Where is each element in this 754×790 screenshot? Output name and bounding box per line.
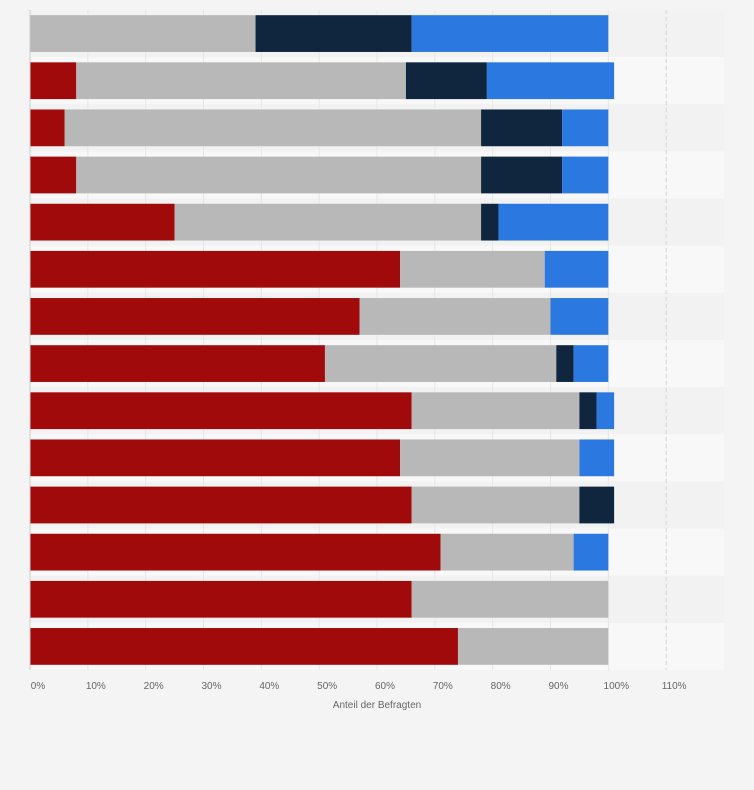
bar-segment (579, 392, 597, 430)
bar-segment (481, 203, 499, 241)
bar-segment (174, 203, 482, 241)
bar-segment (550, 298, 609, 335)
bar-segment (486, 62, 615, 100)
bar-segment (30, 250, 401, 288)
bar-segment (596, 392, 615, 430)
bar-segment (76, 156, 482, 194)
bar-segment (440, 533, 574, 571)
bar-segment (481, 109, 563, 147)
x-tick-label: 90% (548, 681, 568, 692)
bar-segment (411, 392, 580, 430)
bar-segment (30, 533, 441, 571)
x-tick-label: 60% (375, 681, 395, 692)
bar-segment (411, 580, 609, 618)
bar-segment (411, 486, 580, 524)
bar-segment (30, 392, 412, 430)
bar-segment (30, 156, 77, 194)
bar-segment (457, 628, 609, 665)
x-tick-label: 40% (259, 681, 279, 692)
bar-segment (573, 345, 609, 382)
bar-segment (30, 62, 77, 100)
bar-segment (30, 580, 412, 618)
x-tick-label: 20% (144, 681, 164, 692)
x-tick-label: 50% (317, 681, 337, 692)
bar-segment (255, 15, 412, 52)
bar-segment (400, 439, 580, 477)
bar-segment (30, 15, 256, 52)
bar-segment (76, 62, 406, 100)
bar-segment (30, 298, 360, 335)
bar-segment (30, 345, 325, 382)
x-tick-label: 100% (604, 681, 630, 692)
bar-segment (579, 439, 615, 477)
bar-segment (405, 62, 487, 100)
x-axis-title: Anteil der Befragten (333, 700, 421, 711)
bar-segment (481, 156, 563, 194)
bar-segment (324, 345, 557, 382)
bar-segment (359, 298, 551, 335)
bar-segment (30, 486, 412, 524)
x-tick-label: 110% (662, 681, 687, 692)
bar-segment (556, 345, 574, 382)
bar-segment (30, 439, 401, 477)
bars (30, 15, 615, 665)
x-tick-label: 80% (491, 681, 511, 692)
bar-segment (30, 628, 458, 665)
bar-segment (30, 203, 175, 241)
x-tick-label: 70% (433, 681, 453, 692)
bar-segment (544, 250, 609, 288)
x-tick-label: 0% (31, 681, 46, 692)
bar-segment (400, 250, 545, 288)
bar-segment (562, 109, 609, 147)
x-tick-label: 10% (86, 681, 106, 692)
bar-segment (573, 533, 609, 571)
bar-segment (30, 109, 65, 147)
x-tick-label: 30% (201, 681, 221, 692)
bar-segment (562, 156, 609, 194)
bar-segment (498, 203, 609, 241)
x-axis-ticks: 0% 10% 20% 30% 40% 50% 60% 70% 80% 90% 100% 110% (31, 681, 687, 692)
bar-segment (579, 486, 615, 524)
bar-segment (411, 15, 609, 52)
bar-segment (64, 109, 482, 147)
